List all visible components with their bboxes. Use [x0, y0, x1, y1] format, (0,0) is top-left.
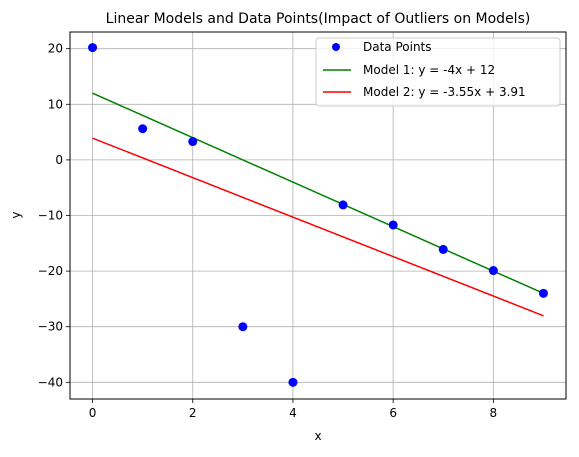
y-tick-label: 20 [48, 42, 63, 56]
y-axis-label: y [9, 211, 23, 218]
data-point [488, 266, 498, 276]
data-point [538, 288, 548, 298]
legend-marker-data-points [332, 43, 340, 51]
y-tick-label: −10 [38, 209, 63, 223]
data-point [338, 200, 348, 210]
y-tick-label: −20 [38, 264, 63, 278]
axis-ticks: 0 2 4 6 8 20 10 0 −10 −20 −30 −40 [38, 42, 498, 420]
y-tick-label: 10 [48, 97, 63, 111]
x-tick-label: 4 [289, 406, 297, 420]
x-tick-label: 2 [189, 406, 197, 420]
y-tick-label: −40 [38, 375, 63, 389]
data-point [238, 322, 248, 332]
data-point [438, 244, 448, 254]
x-tick-label: 8 [490, 406, 498, 420]
legend: Data Points Model 1: y = -4x + 12 Model … [315, 37, 561, 107]
data-point [288, 377, 298, 387]
legend-label-data-points: Data Points [363, 40, 432, 54]
x-axis-label: x [314, 429, 321, 443]
chart-title: Linear Models and Data Points(Impact of … [106, 11, 531, 27]
plot-series [88, 43, 548, 387]
legend-label-model-2: Model 2: y = -3.55x + 3.91 [363, 85, 526, 99]
data-point [138, 124, 148, 134]
data-point [188, 137, 198, 147]
legend-box [315, 37, 561, 107]
series-line-model-1-y-4x-12 [92, 92, 544, 295]
y-tick-label: 0 [55, 153, 63, 167]
x-tick-label: 6 [389, 406, 397, 420]
x-tick-label: 0 [89, 406, 97, 420]
y-tick-label: −30 [38, 320, 63, 334]
data-point [88, 43, 98, 53]
series-line-model-2-y-3-55x-3-91 [92, 137, 544, 317]
legend-label-model-1: Model 1: y = -4x + 12 [363, 63, 495, 77]
data-point [388, 220, 398, 230]
